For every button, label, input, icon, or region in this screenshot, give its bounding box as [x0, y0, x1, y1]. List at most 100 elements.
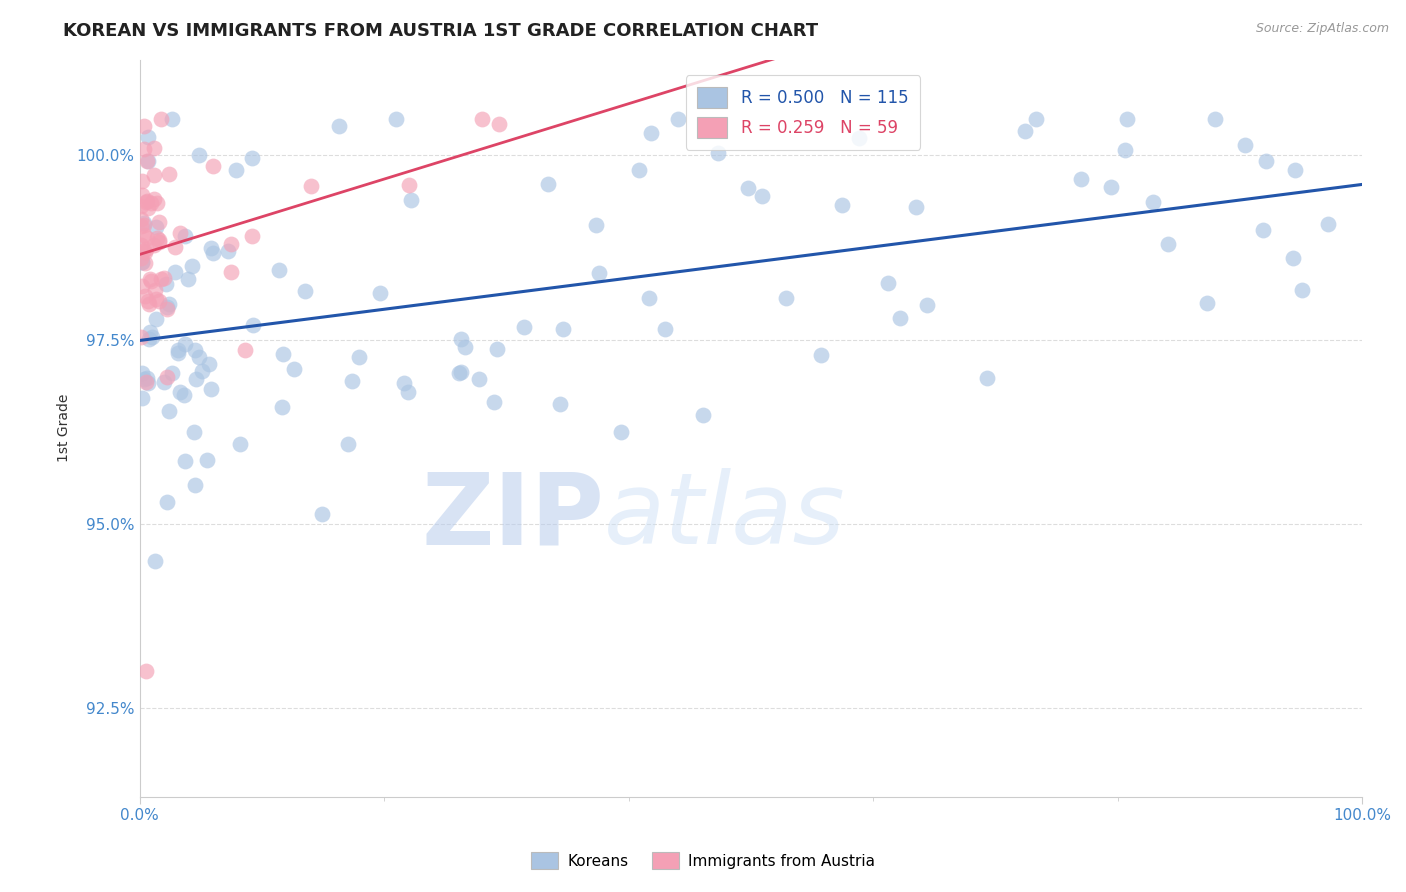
Point [1204, 112, 1226, 126]
Point [229, 436, 252, 450]
Point [187, 350, 209, 364]
Point [167, 346, 190, 360]
Point [585, 219, 607, 233]
Point [165, 240, 187, 254]
Point [707, 146, 730, 161]
Point [1142, 195, 1164, 210]
Point [143, 284, 166, 298]
Point [876, 276, 898, 290]
Point [129, 330, 152, 344]
Point [191, 364, 214, 378]
Point [134, 228, 156, 243]
Point [1116, 112, 1139, 126]
Point [131, 366, 153, 380]
Point [157, 297, 180, 311]
Point [187, 148, 209, 162]
Point [450, 365, 472, 379]
Point [450, 332, 472, 346]
Point [848, 130, 870, 145]
Legend: R = 0.500   N = 115, R = 0.259   N = 59: R = 0.500 N = 115, R = 0.259 N = 59 [686, 75, 920, 150]
Point [143, 141, 166, 155]
Point [136, 371, 159, 385]
Point [537, 177, 560, 191]
Point [737, 180, 759, 194]
Point [283, 362, 305, 376]
Point [183, 343, 205, 357]
Text: atlas: atlas [605, 468, 846, 566]
Point [141, 330, 163, 344]
Point [155, 300, 177, 314]
Point [201, 246, 224, 260]
Point [202, 159, 225, 173]
Point [917, 298, 939, 312]
Point [132, 244, 155, 259]
Point [294, 284, 316, 298]
Point [143, 192, 166, 206]
Point [588, 266, 610, 280]
Point [471, 112, 494, 126]
Point [398, 178, 420, 193]
Point [447, 366, 470, 380]
Point [156, 369, 179, 384]
Point [149, 112, 172, 126]
Point [666, 112, 689, 126]
Point [153, 375, 176, 389]
Point [139, 272, 162, 286]
Point [513, 320, 536, 334]
Point [233, 343, 256, 357]
Point [138, 332, 160, 346]
Point [219, 236, 242, 251]
Point [136, 293, 159, 308]
Point [399, 193, 422, 207]
Point [240, 152, 263, 166]
Point [181, 259, 204, 273]
Point [810, 348, 832, 362]
Text: KOREAN VS IMMIGRANTS FROM AUSTRIA 1ST GRADE CORRELATION CHART: KOREAN VS IMMIGRANTS FROM AUSTRIA 1ST GR… [63, 22, 818, 40]
Point [1291, 283, 1313, 297]
Point [145, 312, 167, 326]
Point [136, 376, 159, 391]
Point [217, 244, 239, 258]
Point [197, 358, 219, 372]
Point [640, 127, 662, 141]
Point [610, 425, 633, 439]
Point [129, 219, 152, 234]
Point [225, 162, 247, 177]
Point [134, 372, 156, 386]
Point [174, 454, 197, 468]
Point [271, 400, 294, 414]
Point [271, 347, 294, 361]
Point [1157, 236, 1180, 251]
Point [174, 337, 197, 351]
Point [135, 376, 157, 390]
Point [347, 351, 370, 365]
Point [129, 237, 152, 252]
Point [183, 425, 205, 439]
Point [1234, 137, 1257, 152]
Point [385, 112, 408, 126]
Point [136, 130, 159, 145]
Point [148, 215, 170, 229]
Text: Source: ZipAtlas.com: Source: ZipAtlas.com [1256, 22, 1389, 36]
Point [155, 301, 177, 316]
Point [1099, 179, 1122, 194]
Point [267, 263, 290, 277]
Point [135, 194, 157, 209]
Point [139, 274, 162, 288]
Point [1114, 143, 1136, 157]
Point [132, 216, 155, 230]
Point [368, 286, 391, 301]
Point [145, 231, 167, 245]
Point [337, 437, 360, 451]
Point [889, 310, 911, 325]
Point [340, 374, 363, 388]
Point [160, 112, 183, 126]
Point [134, 256, 156, 270]
Legend: Koreans, Immigrants from Austria: Koreans, Immigrants from Austria [524, 846, 882, 875]
Point [153, 271, 176, 285]
Point [155, 277, 177, 292]
Point [484, 394, 506, 409]
Point [904, 200, 927, 214]
Point [136, 154, 159, 169]
Point [177, 272, 200, 286]
